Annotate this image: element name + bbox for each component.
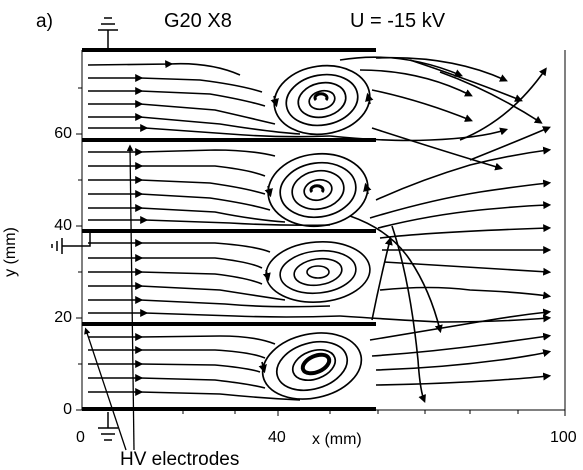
- vortex-bottom: [258, 332, 363, 400]
- y-tick-label: 20: [54, 309, 72, 326]
- vortex-lower-mid: [262, 241, 371, 303]
- electrodes: [82, 48, 376, 411]
- x-tick-label: 100: [550, 429, 577, 446]
- axis-ticks: [76, 87, 566, 416]
- y-tick-label: 0: [63, 401, 72, 418]
- y-tick-label: 40: [54, 217, 72, 234]
- ground-icon: [51, 231, 91, 254]
- ground-icon: [98, 412, 118, 441]
- x-tick-label: 0: [76, 429, 85, 446]
- hv-electrodes-label: HV electrodes: [120, 449, 240, 470]
- panel-label: a): [36, 11, 53, 32]
- x-tick-label: 40: [268, 429, 286, 446]
- vortex-top: [270, 64, 374, 136]
- streamlines-inflow: [87, 60, 341, 401]
- x-axis-label: x (mm): [312, 431, 362, 448]
- hv-pointer-arrows: [84, 144, 135, 451]
- figure-title: G20 X8: [164, 10, 232, 32]
- y-axis-label: y (mm): [1, 227, 19, 277]
- ground-icon: [98, 17, 118, 48]
- streamlines-outflow: [329, 56, 552, 403]
- y-tick-label: 60: [54, 125, 72, 142]
- vortex-upper-mid: [264, 152, 372, 228]
- voltage-label: U = -15 kV: [350, 10, 446, 32]
